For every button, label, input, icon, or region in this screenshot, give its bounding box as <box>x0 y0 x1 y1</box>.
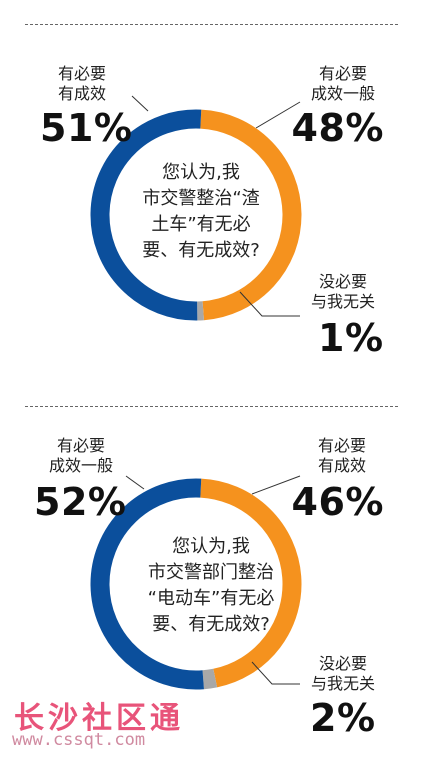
percent-top-left: 51% <box>40 106 133 150</box>
label-top-right: 有必要 成效一般 <box>310 64 375 103</box>
percent-bottom-right: 1% <box>318 316 384 360</box>
leader-line-1 <box>255 101 301 129</box>
percent-top-right: 46% <box>291 480 384 524</box>
percent-top-right: 48% <box>291 106 384 150</box>
leader-line-1 <box>251 475 301 495</box>
top-divider <box>25 24 398 25</box>
percent-bottom-right: 2% <box>310 696 376 740</box>
leader-line-2 <box>251 661 300 685</box>
label-top-left: 有必要 有成效 <box>57 64 106 103</box>
label-bottom-right: 没必要 与我无关 <box>310 272 375 311</box>
donut-slice-2 <box>90 478 204 690</box>
leader-line-2 <box>239 291 300 317</box>
label-bottom-right: 没必要 与我无关 <box>310 654 375 693</box>
middle-divider <box>25 406 398 407</box>
chart-panel-2: 有必要 成效一般 52% 有必要 有成效 46% 没必要 与我无关 2% 您认为… <box>0 402 421 768</box>
watermark-logo: 长沙社区通 <box>14 701 184 736</box>
label-top-right: 有必要 有成效 <box>317 436 366 475</box>
donut-slice-1 <box>202 668 218 690</box>
watermark-url: www.cssqt.com <box>12 730 146 750</box>
donut-slice-2 <box>90 109 202 321</box>
label-top-left: 有必要 成效一般 <box>48 436 113 475</box>
question-text: 您认为,我 市交警整治“渣 土车”有无必 要、有无成效? <box>142 162 260 261</box>
donut-chart-1 <box>90 95 302 321</box>
leader-line-0 <box>125 475 145 490</box>
donut-slice-0 <box>200 109 302 321</box>
leader-line-0 <box>131 95 149 112</box>
question-text: 您认为,我 市交警部门整治 “电动车”有无必 要、有无成效? <box>147 536 275 635</box>
percent-top-left: 52% <box>34 480 127 524</box>
chart-panel-1: 有必要 有成效 51% 有必要 成效一般 48% 没必要 与我无关 1% 您认为… <box>40 64 384 360</box>
donut-chart-2 <box>90 475 302 690</box>
